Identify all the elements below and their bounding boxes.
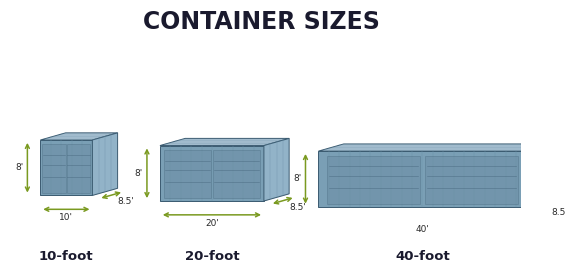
Polygon shape [40,188,118,195]
Text: 8.5': 8.5' [551,209,565,218]
Text: 40': 40' [415,225,429,234]
Text: 20': 20' [205,219,219,228]
Polygon shape [42,144,66,193]
Polygon shape [40,140,92,195]
Polygon shape [40,133,118,140]
Polygon shape [424,155,518,204]
Polygon shape [160,194,289,201]
Polygon shape [319,151,527,207]
Polygon shape [160,146,264,201]
Polygon shape [67,144,90,193]
Text: 10': 10' [59,213,73,223]
Text: 8': 8' [134,169,143,178]
Polygon shape [213,150,260,198]
Text: 8.5': 8.5' [118,197,134,206]
Polygon shape [264,138,289,201]
Text: CONTAINER SIZES: CONTAINER SIZES [143,10,380,34]
Polygon shape [319,199,551,207]
Text: 8': 8' [293,174,301,183]
Text: 8': 8' [15,163,23,172]
Text: 40-foot: 40-foot [395,250,450,263]
Polygon shape [92,133,118,195]
Polygon shape [160,138,289,146]
Polygon shape [164,150,211,198]
Polygon shape [527,144,551,207]
Text: 20-foot: 20-foot [185,250,239,263]
Polygon shape [327,155,420,204]
Polygon shape [319,144,551,151]
Text: 8.5': 8.5' [289,203,306,212]
Text: 10-foot: 10-foot [39,250,94,263]
